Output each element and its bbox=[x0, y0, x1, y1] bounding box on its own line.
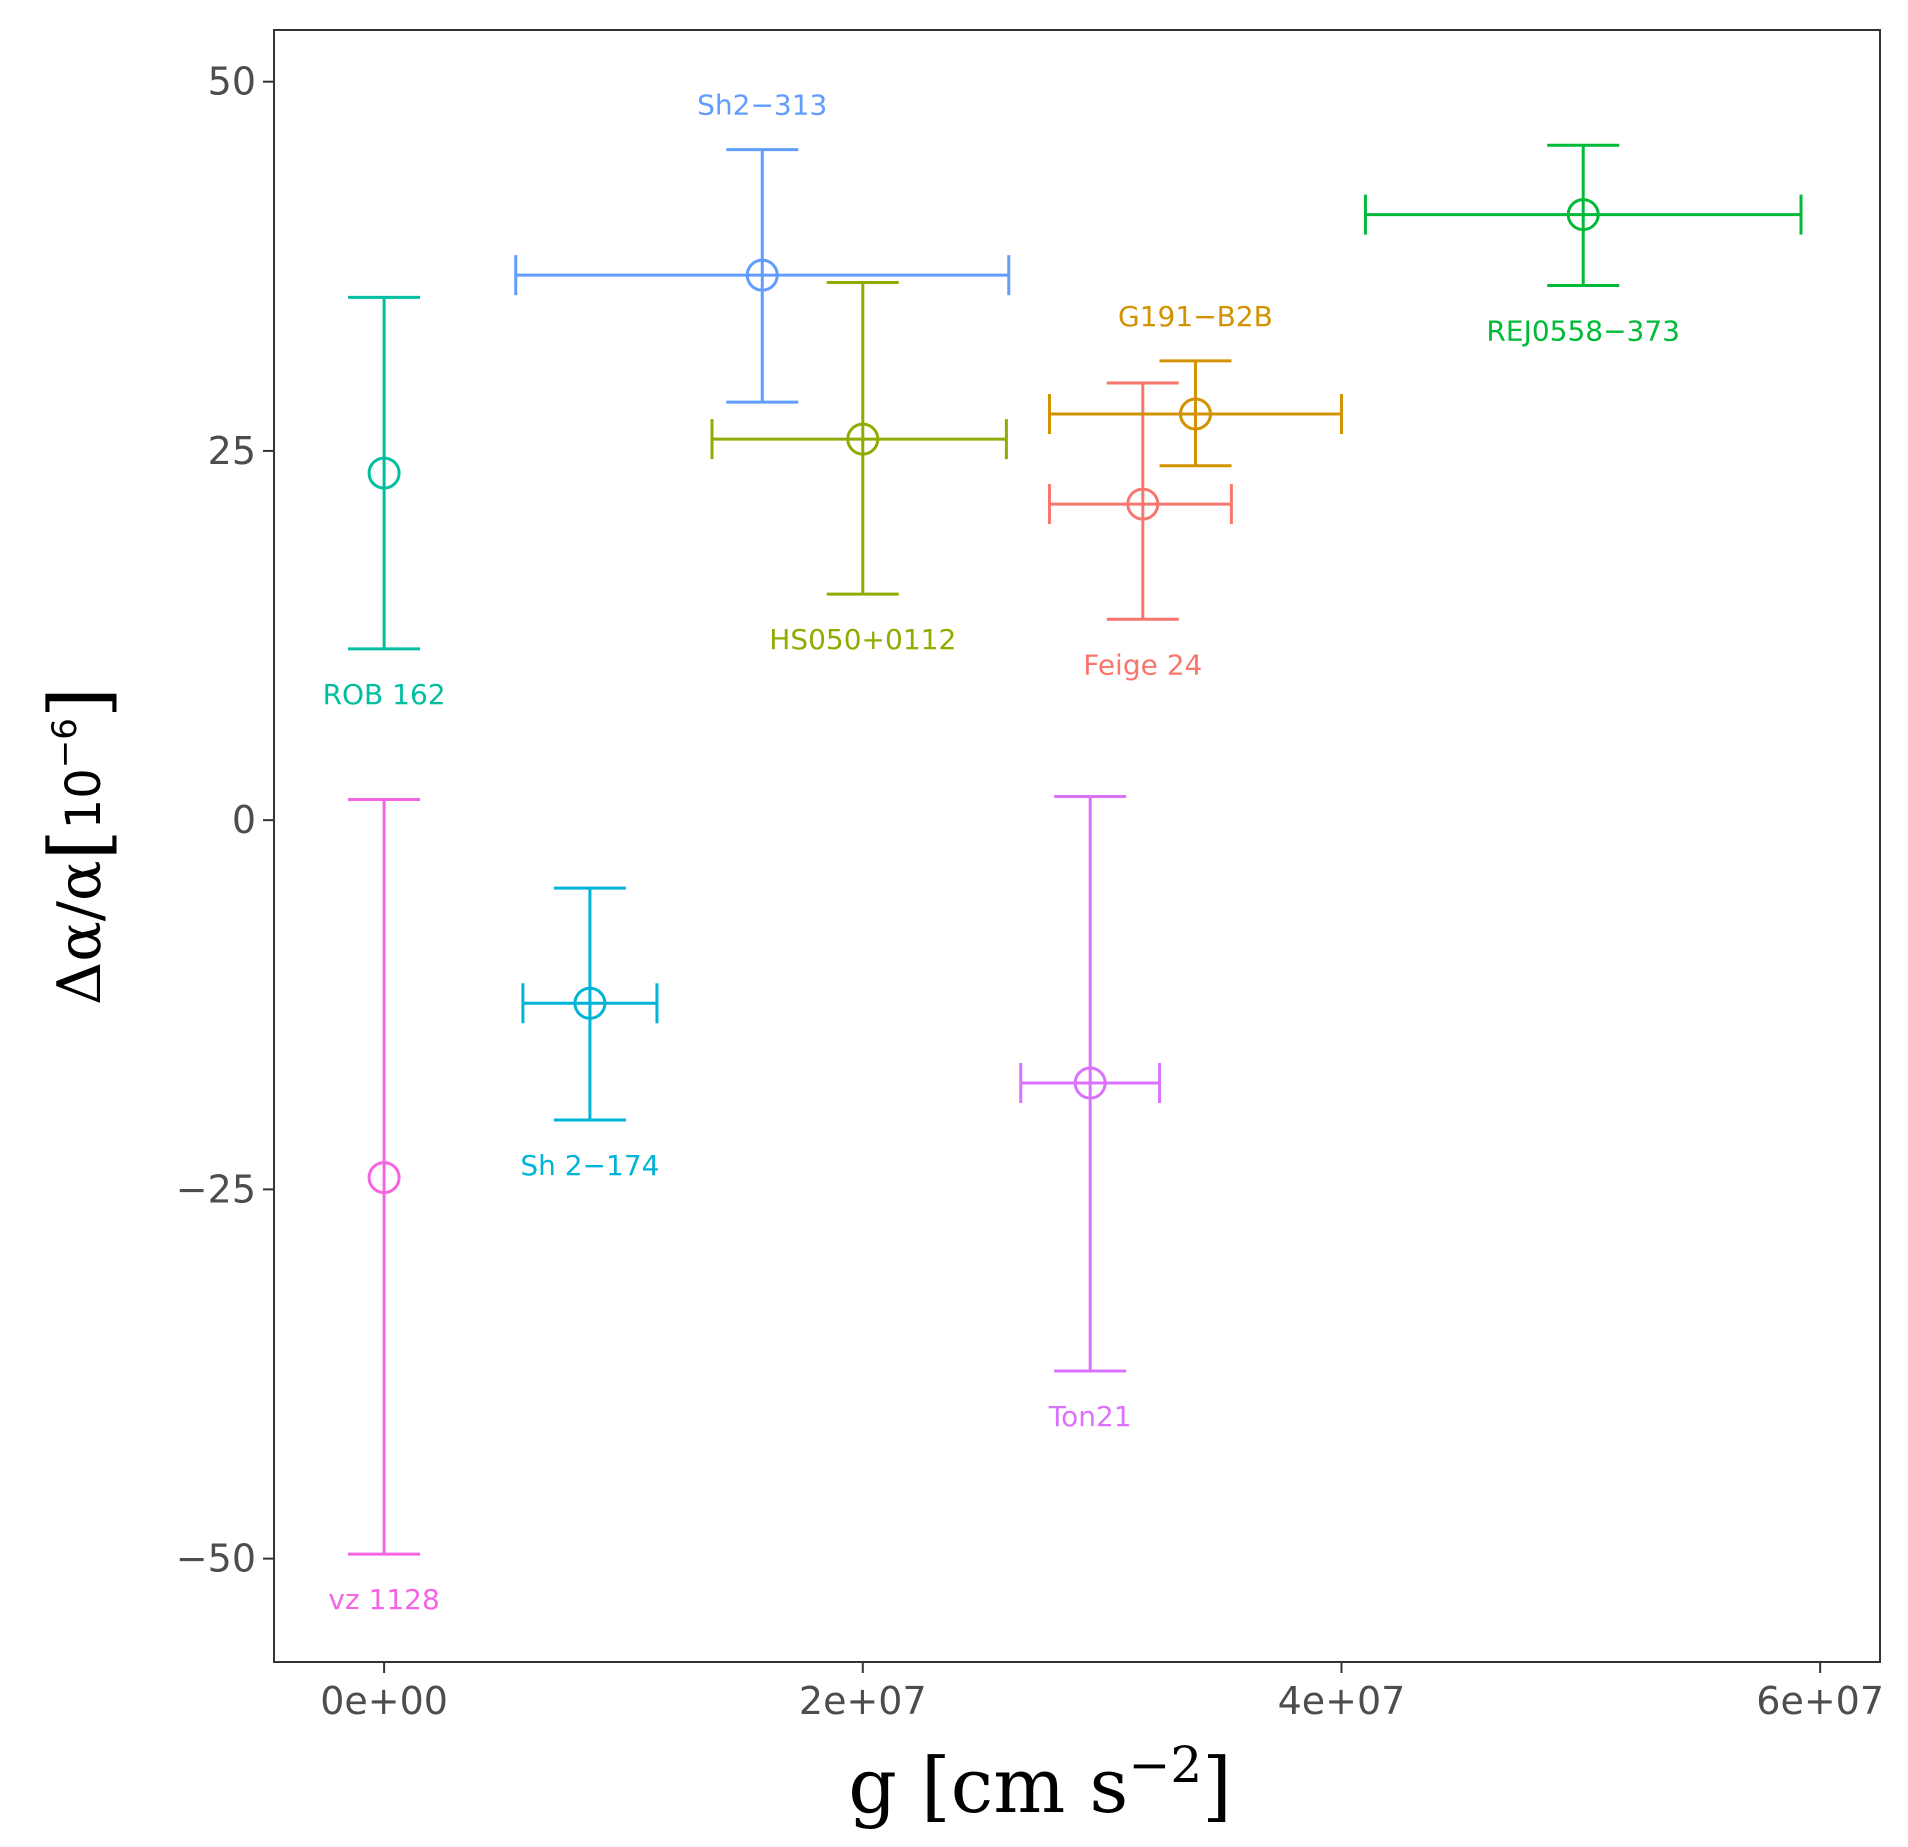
data-point-marker bbox=[846, 422, 880, 456]
data-point-group: REJ0558−373 bbox=[1363, 143, 1803, 348]
y-axis-title-superscript: −6 bbox=[45, 718, 85, 768]
data-point-group: Feige 24 bbox=[1047, 381, 1233, 681]
plot-panel-border bbox=[273, 29, 1881, 1663]
x-tick-label: 2e+07 bbox=[799, 1679, 927, 1723]
x-axis: 0e+00 2e+07 4e+07 6e+07 bbox=[320, 1662, 1884, 1723]
data-point-marker bbox=[745, 258, 779, 292]
y-axis-title: Δα/α[10−6] bbox=[32, 687, 125, 1005]
x-tick-label: 0e+00 bbox=[320, 1679, 448, 1723]
y-axis-title-base: Δα/α bbox=[45, 861, 115, 1006]
data-point-marker bbox=[573, 986, 607, 1020]
data-point-label: G191−B2B bbox=[1118, 300, 1273, 333]
data-marks: vz 1128 ROB 162 Sh 2−174 Sh2−313 HS050+0112 T… bbox=[323, 89, 1803, 1616]
x-axis-title-close: ] bbox=[1202, 1741, 1232, 1830]
data-point-label: Sh2−313 bbox=[697, 89, 827, 122]
y-axis-title-open: [ bbox=[32, 829, 125, 860]
y-axis: −50 −25 0 25 50 bbox=[176, 60, 274, 1581]
data-point-label: Ton21 bbox=[1048, 1400, 1132, 1433]
x-axis-title: g [cm s−2] bbox=[848, 1736, 1232, 1830]
y-tick-label: 0 bbox=[232, 798, 256, 842]
svg-text:Δα/α[10−6]: Δα/α[10−6] bbox=[32, 687, 125, 1005]
data-point-group: HS050+0112 bbox=[710, 281, 1008, 656]
data-point-marker bbox=[367, 1161, 401, 1195]
data-point-marker bbox=[1566, 198, 1600, 232]
x-axis-title-base: g [cm s bbox=[848, 1741, 1128, 1830]
data-point-marker bbox=[1178, 397, 1212, 431]
data-point-group: ROB 162 bbox=[323, 295, 446, 711]
data-point-label: REJ0558−373 bbox=[1486, 315, 1680, 348]
data-point-marker bbox=[367, 456, 401, 490]
x-tick-label: 6e+07 bbox=[1756, 1679, 1884, 1723]
data-point-label: HS050+0112 bbox=[769, 623, 956, 656]
data-point-label: ROB 162 bbox=[323, 678, 446, 711]
y-tick-label: −50 bbox=[176, 1537, 256, 1581]
data-point-group: G191−B2B bbox=[1047, 300, 1343, 468]
data-point-group: vz 1128 bbox=[328, 797, 440, 1616]
y-axis-title-unit: 10 bbox=[56, 768, 112, 829]
y-axis-title-close: ] bbox=[32, 687, 125, 718]
data-point-marker bbox=[1126, 487, 1160, 521]
y-tick-label: 25 bbox=[208, 429, 256, 473]
x-tick-label: 4e+07 bbox=[1278, 1679, 1406, 1723]
x-axis-title-superscript: −2 bbox=[1128, 1736, 1202, 1794]
data-point-label: Feige 24 bbox=[1083, 648, 1202, 681]
data-point-marker bbox=[1073, 1066, 1107, 1100]
data-point-label: Sh 2−174 bbox=[520, 1149, 659, 1182]
data-point-group: Sh 2−174 bbox=[520, 886, 660, 1182]
data-point-group: Sh2−313 bbox=[514, 89, 1011, 404]
y-tick-label: −25 bbox=[176, 1167, 256, 1211]
y-tick-label: 50 bbox=[208, 60, 256, 104]
data-point-label: vz 1128 bbox=[328, 1583, 439, 1616]
data-point-group: Ton21 bbox=[1019, 795, 1162, 1433]
